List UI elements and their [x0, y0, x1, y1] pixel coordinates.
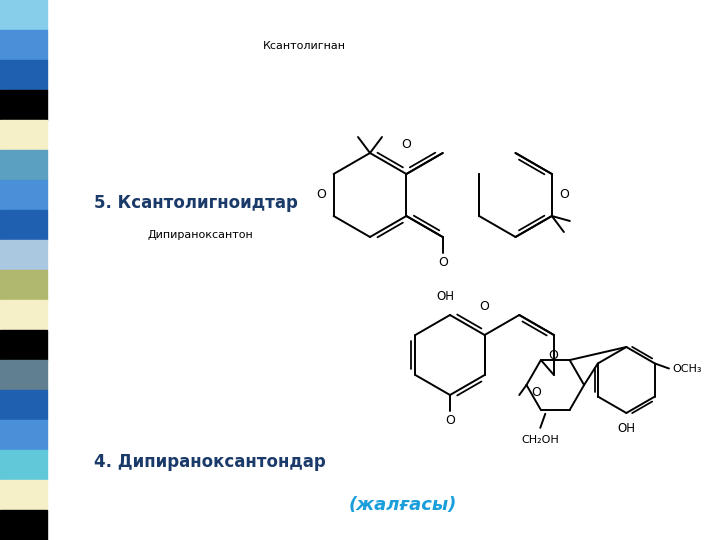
Text: Дипираноксантон: Дипираноксантон [148, 230, 253, 240]
Bar [0, 120, 47, 150]
Text: OH: OH [617, 422, 635, 435]
Bar [0, 420, 47, 450]
Bar [0, 0, 47, 30]
Text: OCH₃: OCH₃ [672, 363, 702, 374]
Bar [0, 240, 47, 270]
Text: O: O [559, 188, 569, 201]
Text: O: O [317, 188, 327, 201]
Text: OH: OH [436, 291, 454, 303]
Bar [0, 300, 47, 330]
Text: O: O [438, 256, 448, 269]
Text: O: O [531, 387, 541, 400]
Bar [0, 330, 47, 360]
Text: O: O [548, 348, 558, 362]
Bar [0, 360, 47, 390]
Bar [0, 510, 47, 540]
Text: 5. Ксантолигноидтар: 5. Ксантолигноидтар [94, 193, 297, 212]
Bar [0, 150, 47, 180]
Text: (жалғасы): (жалғасы) [349, 496, 457, 514]
Bar [0, 480, 47, 510]
Text: 4. Дипираноксантондар: 4. Дипираноксантондар [94, 453, 325, 471]
Text: O: O [402, 138, 411, 152]
Bar [0, 390, 47, 420]
Text: Ксантолигнан: Ксантолигнан [263, 41, 346, 51]
Bar [0, 90, 47, 120]
Bar [0, 180, 47, 210]
Text: CH₂OH: CH₂OH [521, 435, 559, 445]
Bar [0, 450, 47, 480]
Bar [0, 210, 47, 240]
Text: O: O [445, 415, 455, 428]
Text: O: O [480, 300, 490, 314]
Bar [0, 60, 47, 90]
Bar [0, 270, 47, 300]
Bar [0, 30, 47, 60]
